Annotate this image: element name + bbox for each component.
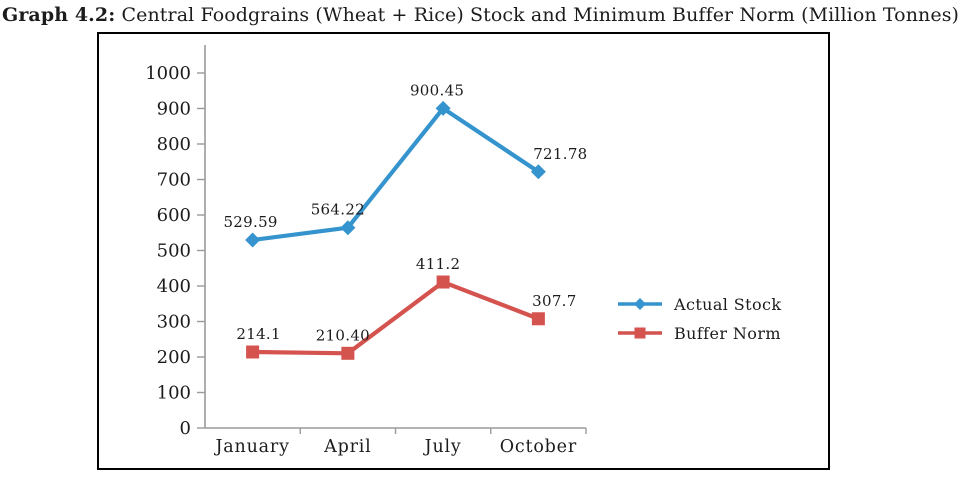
legend-item-actual-stock: Actual Stock — [617, 292, 781, 316]
marker-diamond-icon — [245, 232, 261, 248]
data-label: 411.2 — [416, 255, 460, 273]
y-tick-label: 400 — [157, 276, 191, 297]
data-label: 564.22 — [311, 201, 365, 219]
chart-frame: 0 100 200 300 400 500 600 700 800 900 1000 January A… — [97, 32, 830, 470]
data-label: 900.45 — [410, 81, 464, 99]
legend-item-buffer-norm: Buffer Norm — [617, 321, 781, 345]
marker-square-icon — [246, 345, 260, 359]
y-tick-label: 100 — [157, 383, 191, 404]
legend-diamond-icon — [634, 298, 646, 310]
chart-title-prefix: Graph 4.2: — [2, 4, 116, 26]
marker-square-icon — [341, 346, 355, 360]
marker-square-icon — [531, 312, 545, 326]
line-chart: 0 100 200 300 400 500 600 700 800 900 1000 January A… — [145, 45, 587, 457]
y-tick-label: 900 — [157, 99, 191, 120]
y-tick-label: 200 — [157, 347, 191, 368]
data-label: 307.7 — [532, 292, 576, 310]
marker-diamond-icon — [435, 100, 451, 116]
x-tick-label: July — [423, 437, 462, 457]
legend: Actual Stock Buffer Norm — [617, 292, 781, 350]
x-tick-label: January — [213, 437, 289, 457]
chart-title-text: Central Foodgrains (Wheat + Rice) Stock … — [115, 4, 960, 26]
marker-square-icon — [436, 275, 450, 289]
chart-title: Graph 4.2: Central Foodgrains (Wheat + R… — [2, 3, 978, 27]
y-tick-label: 300 — [157, 312, 191, 333]
series-line-1 — [252, 279, 540, 356]
data-label: 210.40 — [316, 326, 370, 344]
legend-label-buffer-norm: Buffer Norm — [674, 323, 781, 343]
legend-sample-actual-stock — [618, 298, 662, 310]
y-tick-label: 500 — [157, 241, 191, 262]
data-label: 529.59 — [223, 213, 277, 231]
x-tick-label: October — [500, 437, 577, 457]
series-line-0 — [252, 106, 540, 243]
data-label: 721.78 — [533, 145, 587, 163]
marker-diamond-icon — [530, 164, 546, 180]
y-tick-label: 1000 — [145, 63, 191, 84]
marker-diamond-icon — [340, 220, 356, 236]
legend-sample-buffer-norm — [618, 327, 662, 339]
y-tick-label: 700 — [157, 170, 191, 191]
y-tick-label: 600 — [157, 205, 191, 226]
legend-label-actual-stock: Actual Stock — [674, 294, 782, 314]
x-tick-label: April — [323, 437, 371, 457]
legend-square-icon — [634, 327, 646, 339]
y-tick-label: 0 — [180, 418, 191, 439]
data-label: 214.1 — [236, 325, 280, 343]
y-tick-label: 800 — [157, 134, 191, 155]
